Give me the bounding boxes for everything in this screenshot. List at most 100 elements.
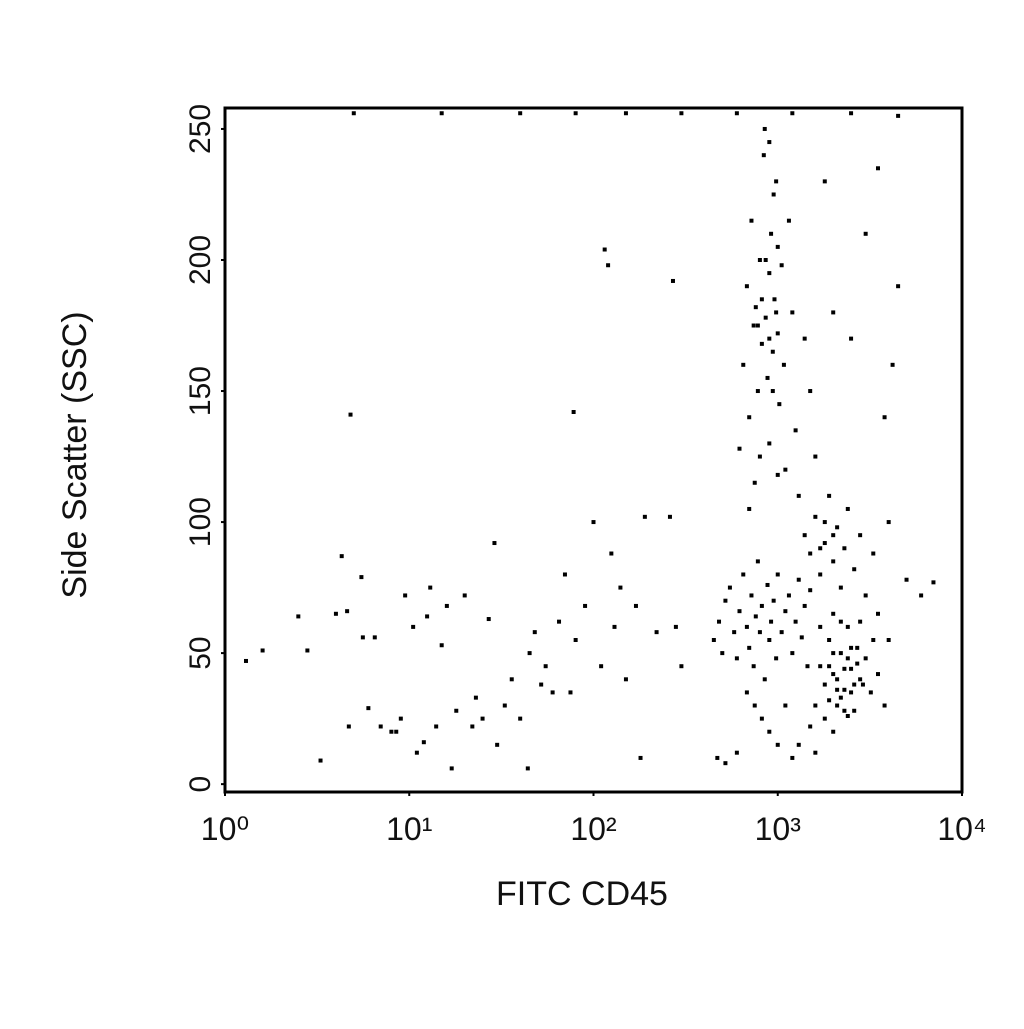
- point: [612, 624, 617, 629]
- point: [818, 624, 823, 629]
- point: [351, 111, 356, 116]
- point: [744, 284, 749, 289]
- point: [771, 598, 776, 603]
- point: [670, 278, 675, 283]
- y-axis-label: Side Scatter (SSC): [56, 311, 94, 598]
- point: [633, 603, 638, 608]
- point: [871, 638, 876, 642]
- point: [790, 651, 795, 656]
- point: [765, 375, 770, 380]
- point: [767, 140, 772, 145]
- point: [348, 412, 353, 417]
- point: [896, 284, 901, 289]
- point: [568, 690, 573, 695]
- point: [831, 559, 836, 564]
- point: [744, 624, 749, 629]
- point: [747, 506, 752, 511]
- point: [827, 698, 832, 703]
- point: [318, 758, 323, 763]
- point: [757, 454, 762, 459]
- point: [359, 575, 364, 580]
- point: [480, 716, 485, 721]
- point: [734, 656, 739, 661]
- point: [931, 580, 936, 585]
- y-tick-label: 0: [184, 776, 217, 793]
- point: [767, 336, 772, 341]
- point: [753, 305, 758, 310]
- point: [462, 593, 467, 598]
- point: [411, 624, 416, 629]
- point: [562, 572, 567, 577]
- point: [838, 651, 843, 656]
- point: [845, 656, 850, 661]
- point: [775, 742, 780, 747]
- point: [532, 630, 537, 635]
- point: [763, 315, 768, 320]
- point: [845, 624, 850, 629]
- point: [863, 593, 868, 598]
- point: [591, 520, 596, 525]
- point: [808, 551, 813, 556]
- point: [757, 258, 762, 262]
- y-tick-label: 150: [184, 366, 217, 416]
- point: [741, 362, 746, 367]
- point: [398, 716, 403, 721]
- x-tick-label: 10²: [570, 811, 617, 847]
- point: [838, 585, 843, 590]
- point: [762, 126, 767, 131]
- point: [842, 546, 847, 551]
- point: [808, 389, 813, 394]
- point: [389, 729, 394, 734]
- point: [852, 682, 857, 687]
- point: [642, 514, 647, 519]
- point: [775, 244, 780, 249]
- point: [831, 533, 836, 538]
- point: [790, 111, 795, 116]
- point: [618, 585, 623, 590]
- point: [428, 585, 433, 590]
- point: [827, 638, 832, 642]
- point: [875, 166, 880, 171]
- point: [737, 446, 742, 451]
- point: [796, 742, 801, 747]
- point: [858, 619, 863, 624]
- point: [752, 480, 757, 485]
- point: [838, 695, 843, 700]
- x-axis-label: FITC CD45: [496, 875, 668, 913]
- point: [502, 703, 507, 708]
- point: [486, 617, 491, 622]
- point: [749, 593, 754, 598]
- point: [786, 218, 791, 223]
- point: [421, 740, 426, 745]
- point: [711, 638, 716, 642]
- point: [852, 567, 857, 572]
- point: [863, 231, 868, 236]
- point: [723, 761, 728, 766]
- point: [863, 656, 868, 661]
- point: [779, 630, 784, 635]
- point: [751, 323, 756, 328]
- point: [751, 664, 756, 669]
- point: [919, 593, 924, 598]
- y-tick-label: 200: [184, 235, 217, 285]
- point: [868, 690, 873, 695]
- point: [799, 635, 804, 640]
- point: [777, 402, 782, 407]
- point: [759, 297, 764, 302]
- point: [813, 514, 818, 519]
- point: [813, 750, 818, 755]
- point: [260, 648, 265, 653]
- point: [550, 690, 555, 695]
- point: [813, 454, 818, 459]
- point: [763, 258, 768, 262]
- point: [360, 635, 365, 640]
- point: [732, 630, 737, 635]
- point: [771, 192, 776, 197]
- point: [759, 716, 764, 721]
- point: [831, 611, 836, 616]
- point: [781, 362, 786, 367]
- plot-frame: [223, 106, 964, 794]
- point: [573, 111, 578, 116]
- point: [444, 603, 449, 608]
- point: [673, 624, 678, 629]
